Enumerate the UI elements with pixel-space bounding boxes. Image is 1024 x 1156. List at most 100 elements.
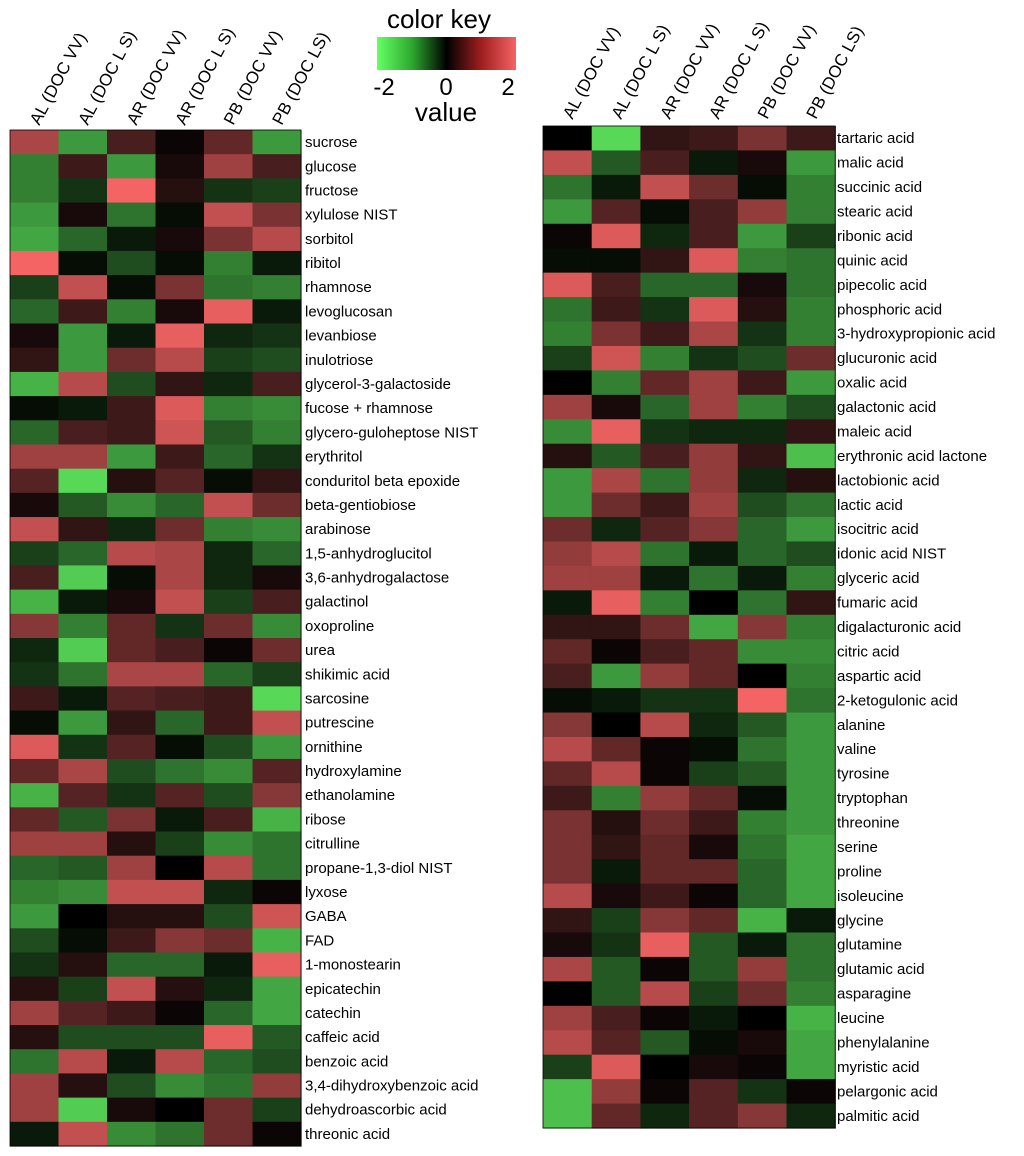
heatmap-cell bbox=[107, 976, 157, 1002]
heatmap-cell bbox=[204, 468, 254, 494]
heatmap-cell bbox=[107, 541, 157, 567]
heatmap-cell bbox=[786, 834, 836, 860]
heatmap-cell bbox=[640, 761, 690, 787]
heatmap-cell bbox=[591, 883, 641, 909]
heatmap-cell bbox=[107, 686, 157, 712]
heatmap-cell bbox=[737, 174, 788, 200]
heatmap-cell bbox=[786, 956, 836, 982]
row-label: ornithine bbox=[305, 739, 363, 756]
heatmap-cell bbox=[10, 202, 60, 228]
heatmap-cell bbox=[737, 614, 788, 640]
row-label: valine bbox=[837, 741, 876, 758]
heatmap-cell bbox=[204, 202, 254, 228]
heatmap-cell bbox=[786, 468, 836, 494]
heatmap-cell bbox=[591, 614, 641, 640]
heatmap-cell bbox=[204, 613, 254, 639]
row-label: shikimic acid bbox=[305, 666, 390, 683]
heatmap-cell bbox=[252, 831, 302, 857]
heatmap-cell bbox=[591, 932, 641, 958]
heatmap-cell bbox=[204, 928, 254, 954]
heatmap-cell bbox=[204, 396, 254, 421]
heatmap-cell bbox=[204, 347, 254, 373]
heatmap-cell bbox=[737, 590, 788, 616]
heatmap-cell bbox=[155, 879, 205, 905]
heatmap-cell bbox=[10, 347, 60, 373]
heatmap-cell bbox=[689, 614, 739, 640]
heatmap-cell bbox=[640, 590, 690, 616]
heatmap-cell bbox=[10, 226, 60, 252]
heatmap-cell bbox=[591, 565, 641, 591]
heatmap-cell bbox=[10, 517, 60, 542]
heatmap-cell bbox=[737, 639, 788, 665]
heatmap-cell bbox=[204, 1073, 254, 1099]
heatmap-cell bbox=[252, 323, 302, 349]
heatmap-cell bbox=[543, 956, 593, 982]
heatmap-cell bbox=[786, 223, 836, 249]
heatmap-cell bbox=[10, 492, 60, 518]
heatmap-cell bbox=[58, 250, 108, 276]
heatmap-cell bbox=[155, 734, 205, 760]
heatmap-cell bbox=[10, 1000, 60, 1026]
heatmap-cell bbox=[155, 783, 205, 808]
heatmap-cell bbox=[155, 662, 205, 687]
row-label: malic acid bbox=[837, 155, 904, 172]
row-label: oxalic acid bbox=[837, 375, 907, 392]
row-label: 2-ketogulonic acid bbox=[837, 692, 958, 709]
heatmap-cell bbox=[737, 1103, 788, 1129]
row-label: digalacturonic acid bbox=[837, 619, 961, 636]
heatmap-cell bbox=[786, 736, 836, 763]
heatmap-cell bbox=[107, 855, 157, 881]
heatmap-cell bbox=[10, 855, 60, 881]
heatmap-cell bbox=[640, 126, 690, 152]
heatmap-cell bbox=[591, 712, 641, 738]
row-label: ribitol bbox=[305, 255, 341, 272]
heatmap-cell bbox=[543, 1079, 593, 1105]
heatmap-cell bbox=[689, 1103, 739, 1129]
heatmap-cell bbox=[591, 248, 641, 274]
row-label: succinic acid bbox=[837, 179, 922, 196]
heatmap-cell bbox=[786, 517, 836, 543]
heatmap-cell bbox=[58, 178, 108, 204]
row-label: maleic acid bbox=[837, 423, 912, 440]
heatmap-cell bbox=[107, 879, 157, 905]
heatmap-cell bbox=[10, 250, 60, 276]
heatmap-cell bbox=[58, 807, 108, 833]
heatmap-cell bbox=[543, 126, 593, 152]
heatmap-cell bbox=[591, 174, 641, 200]
heatmap-cell bbox=[155, 831, 205, 857]
heatmap-cell bbox=[155, 855, 205, 881]
heatmap-cell bbox=[689, 321, 739, 347]
heatmap-cell bbox=[543, 639, 593, 665]
heatmap-cell bbox=[640, 908, 690, 934]
heatmap-cell bbox=[689, 590, 739, 616]
heatmap-cell bbox=[640, 883, 690, 909]
heatmap-cell bbox=[155, 565, 205, 591]
heatmap-left: AL (DOC VV)AL (DOC L S)AR (DOC VV)AR (DO… bbox=[9, 24, 478, 1147]
heatmap-cell bbox=[155, 299, 205, 325]
heatmap-cell bbox=[252, 662, 302, 687]
heatmap-cell bbox=[737, 126, 788, 152]
heatmap-cell bbox=[155, 613, 205, 639]
heatmap-cell bbox=[786, 614, 836, 640]
heatmap-cell bbox=[204, 275, 254, 300]
row-label: caffeic acid bbox=[305, 1029, 380, 1046]
heatmap-cell bbox=[591, 394, 641, 420]
heatmap-cell bbox=[689, 834, 739, 860]
heatmap-cell bbox=[689, 1054, 739, 1080]
heatmap-cell bbox=[543, 908, 593, 934]
heatmap-cell bbox=[543, 834, 593, 860]
heatmap-right: AL (DOC VV)AL (DOC L S)AR (DOC VV)AR (DO… bbox=[542, 18, 995, 1129]
heatmap-cell bbox=[107, 1025, 157, 1050]
heatmap-cell bbox=[640, 1030, 690, 1056]
heatmap-border bbox=[9, 129, 302, 1147]
row-label: isoleucine bbox=[837, 888, 904, 905]
heatmap-cell bbox=[591, 126, 641, 152]
heatmap-cell bbox=[640, 981, 690, 1007]
heatmap-cell bbox=[58, 299, 108, 325]
heatmap-cell bbox=[543, 443, 593, 469]
heatmap-cell bbox=[786, 321, 836, 347]
heatmap-cell bbox=[252, 613, 302, 639]
row-label: palmitic acid bbox=[837, 1108, 920, 1125]
heatmap-cell bbox=[58, 879, 108, 905]
